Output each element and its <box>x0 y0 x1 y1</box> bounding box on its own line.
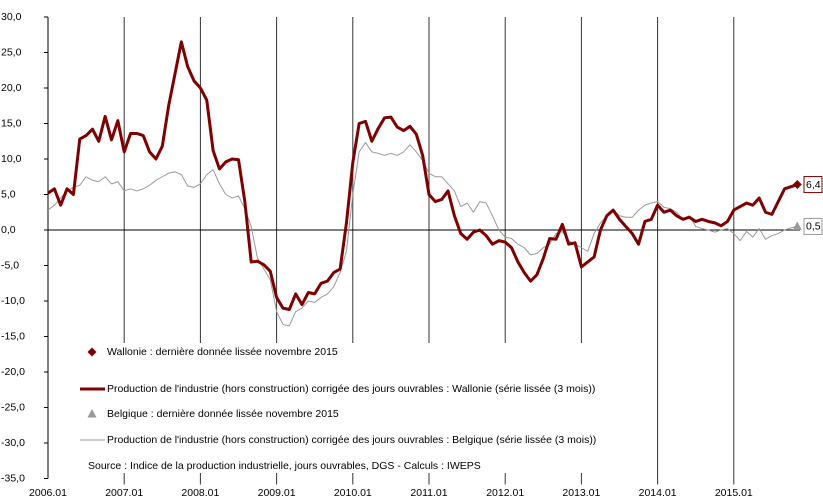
x-tick-label: 2014.01 <box>639 487 677 499</box>
legend-label: Production de l'industrie (hors construc… <box>107 434 596 446</box>
y-tick-label: -25,0 <box>1 401 25 413</box>
y-tick-label: -5,0 <box>1 259 19 271</box>
y-tick-label: -20,0 <box>1 366 25 378</box>
x-tick-label: 2011.01 <box>410 487 447 499</box>
x-tick-label: 2013.01 <box>562 487 600 499</box>
x-tick-label: 2009.01 <box>258 487 296 499</box>
data-label: 6,4 <box>806 179 821 191</box>
data-label-box <box>803 176 823 194</box>
y-tick-label: 5,0 <box>1 188 16 200</box>
y-tick-label: 25,0 <box>1 46 22 58</box>
legend-label: Wallonie : dernière donnée lissée novemb… <box>107 346 338 358</box>
x-tick-label: 2015.01 <box>715 487 753 499</box>
y-tick-label: -10,0 <box>1 295 25 307</box>
data-label-box <box>803 217 823 235</box>
series-line <box>47 142 798 327</box>
data-label: 0,5 <box>806 221 821 233</box>
y-tick-label: -30,0 <box>1 437 25 449</box>
legend-label: Belgique : dernière donnée lissée novemb… <box>107 408 339 420</box>
marker <box>792 180 802 190</box>
x-tick-label: 2010.01 <box>334 487 372 499</box>
marker <box>87 409 97 418</box>
legend-label: Production de l'industrie (hors construc… <box>107 383 595 395</box>
series-line <box>47 40 798 312</box>
x-tick-label: 2012.01 <box>486 487 524 499</box>
note: Source : Indice de la production industr… <box>88 460 481 472</box>
y-tick-label: -35,0 <box>1 472 25 484</box>
y-tick-label: 15,0 <box>1 117 22 129</box>
y-tick-label: 10,0 <box>1 153 22 165</box>
y-tick-label: 30,0 <box>1 11 22 23</box>
x-tick-label: 2006.01 <box>29 487 67 499</box>
y-tick-label: 0,0 <box>1 224 16 236</box>
x-tick-label: 2007.01 <box>105 487 143 499</box>
y-tick-label: -15,0 <box>1 330 25 342</box>
x-tick-label: 2008.01 <box>181 487 219 499</box>
y-tick-label: 20,0 <box>1 82 22 94</box>
marker <box>792 221 802 230</box>
marker <box>87 347 97 357</box>
legend-box <box>78 343 650 473</box>
